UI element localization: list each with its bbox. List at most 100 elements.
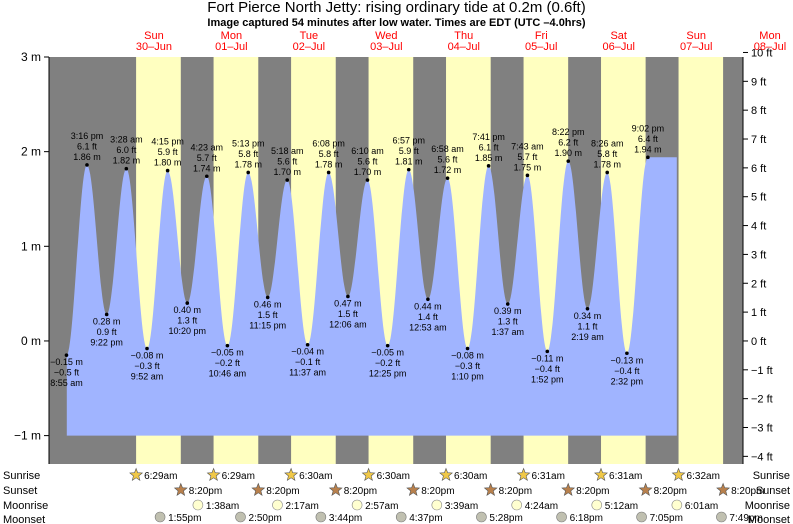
tide-event-label: −0.4 ft [614, 366, 640, 376]
sunrise-icon [284, 467, 299, 481]
sunset-time: 8:20pm [499, 486, 532, 497]
sunrise-icon [671, 467, 686, 481]
tide-event-label: 6.0 ft [116, 145, 137, 155]
moonrise-icon [671, 499, 683, 511]
y-tick-label-right: 2 ft [751, 278, 766, 290]
sunrise-time: 6:30am [377, 471, 410, 482]
tide-event-label: −0.05 m [211, 348, 244, 358]
day-date-label: 07–Jul [680, 41, 712, 53]
high-tide-marker [445, 176, 450, 180]
sunset-time: 8:20pm [421, 486, 454, 497]
row-label-right: Moonset [748, 514, 790, 524]
day-name-label: Wed [375, 30, 397, 42]
tide-event-label: 4:23 am [191, 142, 224, 152]
day-name-label: Mon [759, 30, 780, 42]
tide-event-label: 0.39 m [494, 306, 522, 316]
tide-event-label: 5.9 ft [399, 146, 420, 156]
y-tick-label-left: 3 m [21, 50, 41, 64]
tide-event-label: 5:18 am [271, 146, 304, 156]
low-tide-marker [305, 342, 310, 347]
moonset-time: 1:55pm [168, 513, 201, 524]
moonrise-icon [511, 499, 523, 511]
y-tick-label-right: 4 ft [751, 221, 766, 233]
tide-event-label: 1.5 ft [338, 309, 359, 319]
day-name-label: Sun [686, 30, 706, 42]
moonset-icon [556, 511, 567, 523]
high-tide-marker [165, 168, 170, 173]
sunset-icon [251, 482, 266, 496]
tide-event-label: 1:10 pm [451, 372, 484, 382]
sunset-icon [716, 482, 731, 496]
low-tide-marker [465, 346, 470, 351]
sunrise-time: 6:31am [532, 471, 565, 482]
moonrise-time: 6:01am [685, 501, 718, 512]
y-tick-label-right: 1 ft [751, 307, 766, 319]
high-tide-marker [406, 167, 411, 172]
tide-event-label: 6.1 ft [77, 141, 98, 151]
tide-event-label: 0.34 m [574, 311, 602, 321]
y-tick-label-left: 2 m [21, 145, 41, 159]
moonset-time: 2:50pm [249, 513, 282, 524]
moonset-time: 3:44pm [329, 513, 362, 524]
tide-event-label: −0.11 m [531, 353, 563, 363]
tide-event-label: 5.6 ft [357, 157, 378, 167]
low-tide-marker [265, 295, 270, 300]
sunset-time: 8:20pm [731, 486, 764, 497]
low-tide-marker [545, 349, 550, 354]
high-tide-marker [486, 164, 491, 168]
tide-event-label: 1.3 ft [498, 317, 519, 327]
day-date-label: 03–Jul [370, 41, 402, 53]
day-date-label: 08–Jul [754, 41, 786, 53]
tide-event-label: 11:37 am [289, 368, 326, 378]
tide-event-label: −0.13 m [611, 355, 644, 365]
tide-event-label: −0.4 ft [535, 364, 561, 374]
tide-event-label: 8:22 pm [552, 127, 585, 137]
sunset-time: 8:20pm [654, 486, 687, 497]
moonset-time: 5:28pm [489, 513, 522, 524]
tide-event-label: 7:43 am [511, 141, 544, 151]
tide-event-label: 0.28 m [93, 316, 121, 326]
low-tide-marker [426, 297, 430, 302]
moonset-icon [476, 511, 487, 523]
low-tide-marker [585, 306, 590, 311]
tide-event-label: 4:15 pm [151, 137, 184, 147]
row-label-left: Sunset [3, 485, 37, 497]
y-tick-label-right: 3 ft [751, 249, 766, 261]
tide-event-label: −0.5 ft [54, 368, 80, 378]
tide-event-label: 5.7 ft [197, 153, 218, 163]
day-date-label: 30–Jun [136, 41, 172, 53]
high-tide-marker [525, 173, 530, 178]
tide-event-label: 0.44 m [414, 301, 442, 311]
tide-event-label: 1.80 m [154, 158, 182, 168]
day-name-label: Sat [610, 30, 627, 42]
tide-event-label: 1.78 m [315, 159, 343, 169]
low-tide-marker [625, 351, 629, 356]
tide-event-label: −0.15 m [50, 357, 83, 367]
moonset-time: 7:05pm [650, 513, 683, 524]
high-tide-marker [605, 170, 610, 175]
moonrise-time: 1:38am [206, 501, 239, 512]
tide-event-label: 1.1 ft [577, 321, 598, 331]
y-tick-label-right: 5 ft [751, 192, 766, 204]
sunset-icon [173, 482, 188, 496]
day-name-label: Tue [300, 30, 319, 42]
tide-event-label: 5.8 ft [238, 149, 259, 159]
sunset-icon [638, 482, 653, 496]
tide-event-label: 0.47 m [334, 298, 362, 308]
tide-event-label: 5.6 ft [438, 155, 459, 165]
day-name-label: Sun [144, 30, 164, 42]
tide-event-label: 10:20 pm [168, 326, 206, 336]
tide-event-label: −0.3 ft [455, 361, 481, 371]
moonset-icon [315, 511, 327, 523]
sunrise-time: 6:29am [144, 471, 177, 482]
tide-event-label: 1.4 ft [418, 312, 439, 322]
y-tick-label-right: −1 ft [751, 365, 773, 377]
tide-event-label: 3:28 am [110, 135, 143, 145]
y-tick-label-right: −4 ft [751, 451, 773, 463]
low-tide-marker [346, 294, 350, 299]
moonrise-icon [192, 499, 204, 511]
sunrise-icon [439, 467, 453, 481]
chart-title: Fort Pierce North Jetty: rising ordinary… [207, 0, 586, 16]
